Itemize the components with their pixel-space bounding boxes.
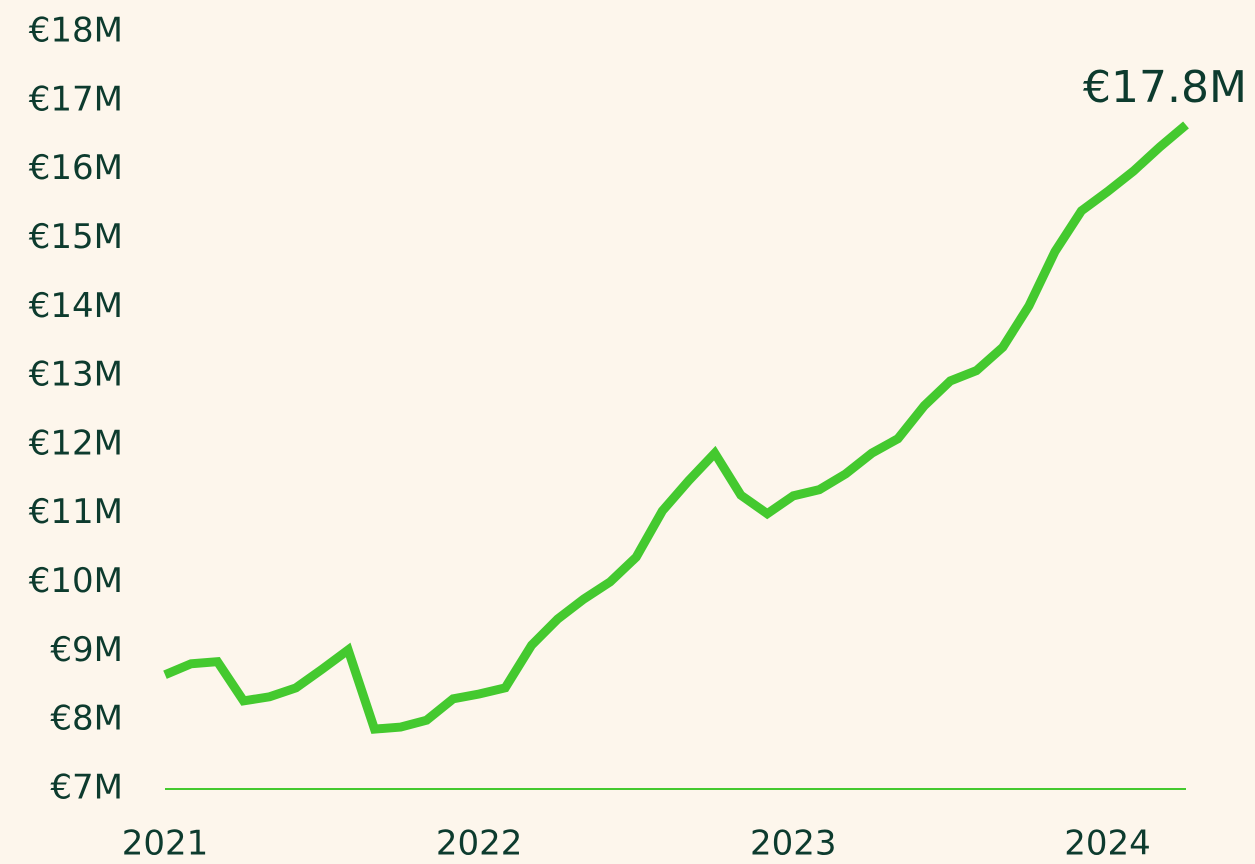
y-tick-label: €13M <box>29 355 123 395</box>
data-line <box>163 121 1189 734</box>
y-tick-label: €9M <box>50 630 123 670</box>
end-annotation: €17.8M <box>1083 62 1247 113</box>
x-tick-label: 2024 <box>1064 824 1151 864</box>
y-tick-label: €17M <box>29 79 123 119</box>
x-tick-label: 2023 <box>750 824 837 864</box>
y-tick-label: €11M <box>29 492 123 532</box>
x-tick-label: 2022 <box>436 824 523 864</box>
y-tick-label: €18M <box>29 11 123 51</box>
x-tick-label: 2021 <box>122 824 209 864</box>
y-tick-label: €16M <box>29 148 123 188</box>
y-tick-label: €15M <box>29 217 123 257</box>
y-tick-label: €10M <box>29 561 123 601</box>
y-tick-label: €8M <box>50 699 123 739</box>
y-tick-label: €14M <box>29 286 123 326</box>
y-tick-label: €12M <box>29 423 123 463</box>
y-tick-label: €7M <box>50 768 123 808</box>
